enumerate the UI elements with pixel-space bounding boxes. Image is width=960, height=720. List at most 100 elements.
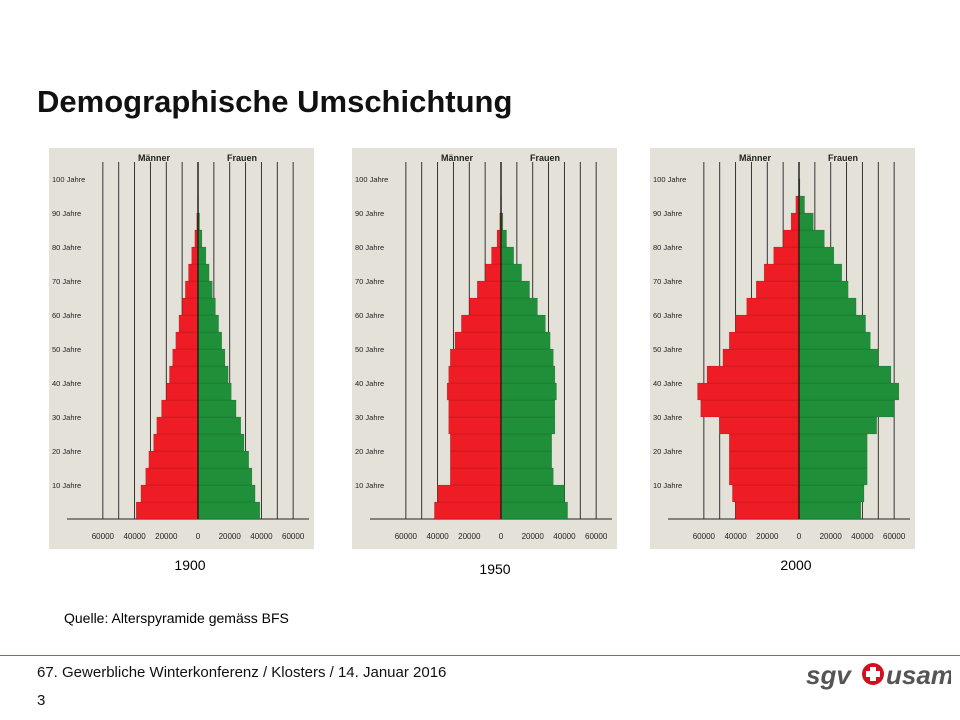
bar-maenner: [185, 280, 199, 299]
bar-maenner: [790, 212, 800, 231]
bar-maenner: [461, 314, 502, 333]
sgv-usam-logo: sgv usam: [806, 660, 951, 690]
y-tick-label: 30 Jahre: [653, 413, 682, 422]
bar-frauen: [197, 467, 253, 486]
x-tick-label: 40000: [250, 532, 273, 541]
header-maenner: Männer: [739, 153, 772, 163]
y-tick-label: 100 Jahre: [653, 175, 686, 184]
bar-frauen: [197, 229, 203, 248]
y-tick-label: 100 Jahre: [355, 175, 388, 184]
bar-maenner: [795, 195, 800, 214]
bar-maenner: [148, 450, 199, 469]
bar-frauen: [197, 297, 216, 316]
y-tick-label: 60 Jahre: [653, 311, 682, 320]
bar-frauen: [197, 314, 219, 333]
y-tick-label: 100 Jahre: [52, 175, 85, 184]
year-label-1900: 1900: [174, 557, 206, 573]
bar-frauen: [798, 280, 849, 299]
x-tick-label: 40000: [851, 532, 874, 541]
bar-frauen: [798, 195, 805, 214]
bar-frauen: [798, 501, 862, 520]
footer-text: 67. Gewerbliche Winterkonferenz / Kloste…: [37, 664, 447, 681]
bar-maenner: [135, 501, 199, 520]
bar-maenner: [450, 433, 502, 452]
y-tick-label: 80 Jahre: [653, 243, 682, 252]
y-tick-label: 20 Jahre: [653, 447, 682, 456]
bar-frauen: [197, 280, 213, 299]
bar-maenner: [706, 365, 800, 384]
bar-frauen: [500, 212, 504, 231]
y-tick-label: 20 Jahre: [355, 447, 384, 456]
bar-maenner: [729, 467, 800, 486]
bar-frauen: [798, 450, 868, 469]
bar-frauen: [798, 246, 835, 265]
bar-frauen: [500, 382, 557, 401]
bar-frauen: [197, 331, 222, 350]
bar-frauen: [798, 382, 900, 401]
bar-frauen: [500, 467, 554, 486]
x-tick-label: 0: [196, 532, 201, 541]
y-tick-label: 60 Jahre: [52, 311, 81, 320]
y-tick-label: 70 Jahre: [653, 277, 682, 286]
bar-maenner: [181, 297, 199, 316]
bar-maenner: [719, 416, 800, 435]
y-tick-label: 10 Jahre: [653, 481, 682, 490]
bar-frauen: [500, 484, 565, 503]
page-number: 3: [37, 692, 46, 709]
bar-maenner: [448, 399, 502, 418]
bar-maenner: [140, 484, 199, 503]
x-tick-label: 40000: [724, 532, 747, 541]
bar-maenner: [448, 416, 502, 435]
bar-frauen: [500, 450, 552, 469]
x-tick-label: 40000: [123, 532, 146, 541]
bar-maenner: [446, 382, 502, 401]
bar-frauen: [197, 399, 237, 418]
y-tick-label: 40 Jahre: [355, 379, 384, 388]
header-maenner: Männer: [441, 153, 474, 163]
y-tick-label: 40 Jahre: [52, 379, 81, 388]
y-tick-label: 60 Jahre: [355, 311, 384, 320]
x-tick-label: 20000: [219, 532, 242, 541]
bar-maenner: [469, 297, 502, 316]
bar-maenner: [763, 263, 800, 282]
x-tick-label: 20000: [756, 532, 779, 541]
bar-frauen: [500, 399, 556, 418]
x-tick-label: 40000: [553, 532, 576, 541]
x-tick-label: 60000: [282, 532, 305, 541]
bar-frauen: [197, 433, 245, 452]
bar-maenner: [496, 229, 502, 248]
bar-maenner: [729, 450, 800, 469]
y-tick-label: 30 Jahre: [355, 413, 384, 422]
bar-maenner: [194, 229, 199, 248]
bar-frauen: [500, 365, 556, 384]
bar-maenner: [166, 382, 199, 401]
bar-maenner: [491, 246, 502, 265]
y-tick-label: 30 Jahre: [52, 413, 81, 422]
bar-maenner: [729, 331, 800, 350]
pyramid-panel-1900: Männer Frauen 10 Jahre 20 Jahre 30 Jahre 40 J…: [49, 148, 314, 549]
y-tick-label: 70 Jahre: [355, 277, 384, 286]
bar-maenner: [153, 433, 199, 452]
bar-maenner: [700, 399, 800, 418]
bar-frauen: [500, 433, 552, 452]
x-tick-label: 20000: [155, 532, 178, 541]
bar-maenner: [729, 433, 800, 452]
bar-maenner: [450, 467, 502, 486]
y-tick-label: 50 Jahre: [355, 345, 384, 354]
bar-maenner: [732, 484, 800, 503]
bar-maenner: [484, 263, 502, 282]
bar-maenner: [755, 280, 800, 299]
x-tick-label: 40000: [426, 532, 449, 541]
header-frauen: Frauen: [530, 153, 560, 163]
x-tick-label: 0: [797, 532, 802, 541]
bar-frauen: [197, 212, 200, 231]
bar-maenner: [191, 246, 199, 265]
x-tick-label: 60000: [585, 532, 608, 541]
bar-frauen: [798, 433, 868, 452]
bar-maenner: [172, 348, 199, 367]
bar-maenner: [169, 365, 199, 384]
bar-frauen: [798, 365, 892, 384]
x-tick-label: 60000: [883, 532, 906, 541]
bar-maenner: [722, 348, 800, 367]
bar-frauen: [798, 212, 814, 231]
